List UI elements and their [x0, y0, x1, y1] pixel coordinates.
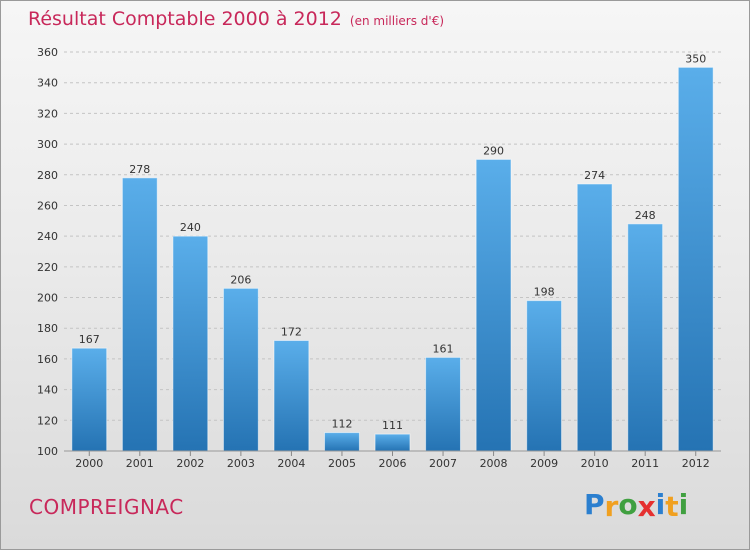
proxiti-logo: Proxiti — [584, 488, 689, 523]
bars — [71, 66, 714, 452]
x-tick-label: 2009 — [530, 457, 558, 470]
logo-letter: P — [584, 488, 605, 521]
x-tick-label: 2002 — [176, 457, 204, 470]
bar-2000 — [71, 347, 108, 452]
x-tick-label: 2005 — [328, 457, 356, 470]
chart-title-text: Résultat Comptable 2000 à 2012 — [28, 8, 342, 30]
y-tick-label: 360 — [37, 46, 58, 59]
bar-2009 — [526, 300, 563, 452]
bar-2004 — [273, 340, 310, 452]
bar-2008 — [475, 158, 512, 452]
x-tick-label: 2006 — [379, 457, 407, 470]
data-label-2008: 290 — [483, 144, 504, 157]
logo-letter: x — [637, 490, 656, 523]
y-tick-label: 300 — [37, 138, 58, 151]
x-tick-label: 2007 — [429, 457, 457, 470]
logo-letter: i — [678, 488, 689, 521]
x-tick-label: 2012 — [682, 457, 710, 470]
bar-2005 — [324, 432, 360, 452]
y-tick-label: 180 — [37, 322, 58, 335]
commune-name: COMPREIGNAC — [29, 495, 184, 519]
grid-lines — [64, 51, 721, 421]
logo-letter: i — [655, 488, 666, 521]
bar-2012 — [677, 66, 714, 452]
y-tick-label: 120 — [37, 414, 58, 427]
data-label-2011: 248 — [635, 209, 656, 222]
bar-2003 — [222, 287, 259, 452]
y-tick-label: 100 — [37, 445, 58, 458]
bar-2006 — [374, 433, 411, 452]
data-label-2003: 206 — [230, 273, 251, 286]
data-label-2006: 111 — [382, 419, 403, 432]
data-label-2005: 112 — [331, 418, 352, 431]
x-tick-label: 2004 — [277, 457, 305, 470]
data-label-2007: 161 — [433, 342, 454, 355]
y-tick-label: 140 — [37, 384, 58, 397]
y-tick-label: 220 — [37, 261, 58, 274]
bar-2010 — [576, 183, 613, 452]
bar-2011 — [627, 223, 664, 452]
x-tick-label: 2000 — [75, 457, 103, 470]
y-axis-ticks: 100 120 140 160 180 200 220 240 260 280 300 320 340 3… — [37, 46, 58, 458]
data-label-2002: 240 — [180, 221, 201, 234]
data-label-2009: 198 — [534, 286, 555, 299]
chart-subtitle: (en milliers d'€) — [349, 14, 445, 28]
chart-title: Résultat Comptable 2000 à 2012 (en millie… — [28, 8, 444, 30]
bar-2002 — [172, 235, 209, 452]
bar-2001 — [121, 177, 158, 452]
logo-letter: r — [604, 490, 619, 523]
data-label-2004: 172 — [281, 326, 302, 339]
y-tick-label: 340 — [37, 77, 58, 90]
y-tick-label: 240 — [37, 230, 58, 243]
y-tick-label: 320 — [37, 107, 58, 120]
logo-letter: o — [618, 488, 638, 521]
x-axis-ticks: 2000 2001 2002 2003 2004 2005 2006 2007 2008 2009… — [75, 451, 710, 470]
bar-2007 — [425, 356, 461, 452]
y-tick-label: 200 — [37, 292, 58, 305]
x-tick-label: 2003 — [227, 457, 255, 470]
x-tick-label: 2010 — [581, 457, 609, 470]
logo-letter: t — [665, 490, 679, 523]
y-tick-label: 160 — [37, 353, 58, 366]
data-label-2000: 167 — [79, 333, 100, 346]
data-label-2012: 350 — [685, 52, 706, 65]
y-tick-label: 260 — [37, 199, 58, 212]
x-tick-label: 2011 — [631, 457, 659, 470]
data-label-2001: 278 — [129, 163, 150, 176]
data-label-2010: 274 — [584, 169, 605, 182]
data-labels: 167 278 240 206 172 112 111 161 290 198 274 248 350 — [79, 52, 706, 432]
y-tick-label: 280 — [37, 169, 58, 182]
x-tick-label: 2001 — [126, 457, 154, 470]
x-tick-label: 2008 — [480, 457, 508, 470]
